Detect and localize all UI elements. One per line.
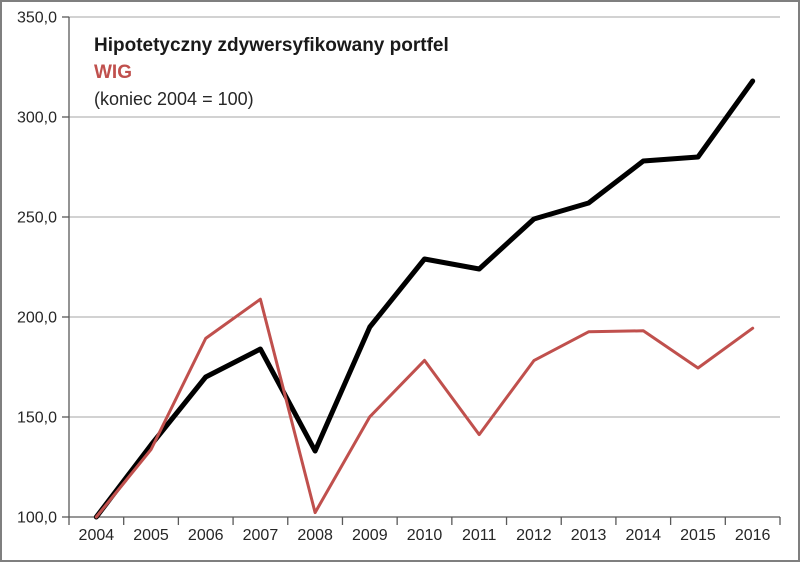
y-axis-label: 100,0 <box>17 510 57 527</box>
y-axis-label: 300,0 <box>17 110 57 127</box>
y-axis-label: 200,0 <box>17 310 57 327</box>
chart-header: Hipotetyczny zdywersyfikowany portfel WI… <box>94 32 449 113</box>
x-axis-label: 2008 <box>297 527 333 544</box>
x-axis-label: 2004 <box>79 527 115 544</box>
chart-subtitle: (koniec 2004 = 100) <box>94 89 254 109</box>
chart-title: Hipotetyczny zdywersyfikowany portfel <box>94 35 449 56</box>
x-axis-label: 2009 <box>352 527 388 544</box>
x-axis-label: 2016 <box>735 527 771 544</box>
y-axis-label: 250,0 <box>17 210 57 227</box>
x-axis-label: 2011 <box>462 527 497 544</box>
x-axis-label: 2012 <box>516 527 552 544</box>
series-line-portfolio <box>93 78 756 520</box>
x-axis-label: 2010 <box>407 527 443 544</box>
y-axis-label: 350,0 <box>17 10 57 27</box>
x-axis-label: 2007 <box>243 527 279 544</box>
x-axis-label: 2014 <box>625 527 661 544</box>
x-axis-label: 2015 <box>680 527 716 544</box>
y-axis-label: 150,0 <box>17 410 57 427</box>
x-axis-label: 2005 <box>133 527 169 544</box>
series-line-wig <box>94 297 755 519</box>
x-axis-label: 2013 <box>571 527 607 544</box>
x-axis-label: 2006 <box>188 527 224 544</box>
legend-wig-label: WIG <box>94 62 132 83</box>
